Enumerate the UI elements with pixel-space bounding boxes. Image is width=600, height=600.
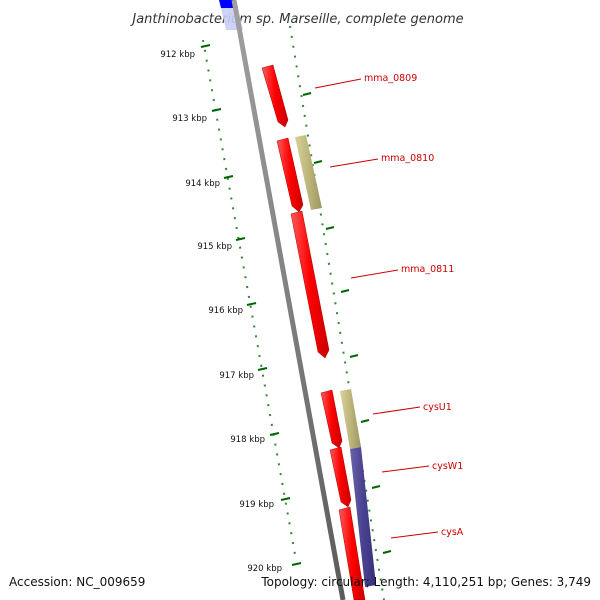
outer-tick (313, 160, 323, 164)
major-tick (246, 302, 257, 306)
cog-feature-cysU1 (340, 389, 361, 449)
scale-ticks (200, 44, 302, 566)
gene-label-cysU1[interactable]: cysU1 (423, 402, 452, 413)
outer-ring-ticks (302, 92, 392, 554)
leader-line-mma-0809 (314, 78, 362, 89)
gene-arrow-cysU1 (320, 389, 343, 449)
major-tick (200, 44, 211, 48)
major-tick (257, 367, 268, 371)
gene-label-mma-0811[interactable]: mma_0811 (401, 264, 454, 275)
tick-label-916: 916 kbp (208, 306, 243, 316)
leader-line-mma-0810 (329, 158, 379, 168)
cog-track (295, 135, 376, 587)
cog-feature-cysW1 (350, 447, 376, 587)
outer-tick (360, 419, 370, 423)
tick-label-919: 919 kbp (239, 500, 274, 510)
tick-label-917: 917 kbp (219, 371, 254, 381)
gene-arrow-mma-0811 (290, 210, 330, 359)
leader-line-cysA (390, 531, 439, 539)
tick-label-920: 920 kbp (247, 564, 282, 574)
scale-tick-labels: 912 kbp 913 kbp 914 kbp 915 kbp 916 kbp … (160, 50, 282, 574)
gene-label-lines (314, 78, 439, 539)
leader-line-mma-0811 (350, 269, 399, 279)
tick-label-914: 914 kbp (185, 179, 220, 189)
outer-tick (349, 354, 359, 358)
cog-feature-mma-0810 (295, 135, 322, 210)
gene-arrows (261, 64, 366, 600)
gene-arrow-mma-0810 (276, 137, 304, 213)
tick-label-913: 913 kbp (172, 114, 207, 124)
leader-line-cysU1 (372, 406, 421, 415)
gene-arrow-mma-0809 (261, 64, 289, 128)
gene-label-mma-0809[interactable]: mma_0809 (364, 73, 417, 84)
major-tick (269, 432, 280, 436)
tick-label-912: 912 kbp (160, 50, 195, 60)
outer-tick (340, 289, 350, 293)
genome-backbone (231, 0, 346, 600)
outer-dotted-ring (289, 25, 385, 600)
gene-label-mma-0810[interactable]: mma_0810 (381, 153, 434, 164)
gene-arrow-cysW1 (329, 446, 352, 508)
leader-line-cysW1 (381, 465, 430, 473)
outer-tick (371, 485, 381, 489)
outer-tick (325, 226, 335, 230)
accession-text: Accession: NC_009659 (9, 575, 145, 589)
outer-tick (302, 92, 312, 96)
gene-label-cysA[interactable]: cysA (441, 527, 464, 538)
outer-tick (382, 550, 392, 554)
tick-label-915: 915 kbp (197, 242, 232, 252)
scale-dotted-ring (202, 39, 297, 561)
major-tick (291, 562, 302, 566)
major-tick (235, 237, 246, 241)
major-tick (211, 108, 222, 112)
genome-summary-text: Topology: circular; Length: 4,110,251 bp… (260, 575, 591, 589)
major-tick (223, 175, 234, 179)
gene-label-cysW1[interactable]: cysW1 (432, 461, 463, 472)
gene-arrow-cysA (338, 506, 366, 600)
map-title: Janthinobacterium sp. Marseille, complet… (129, 12, 463, 27)
tick-label-918: 918 kbp (230, 435, 265, 445)
major-tick (280, 497, 291, 501)
gene-labels: mma_0809 mma_0810 mma_0811 cysU1 cysW1 c… (364, 73, 464, 538)
